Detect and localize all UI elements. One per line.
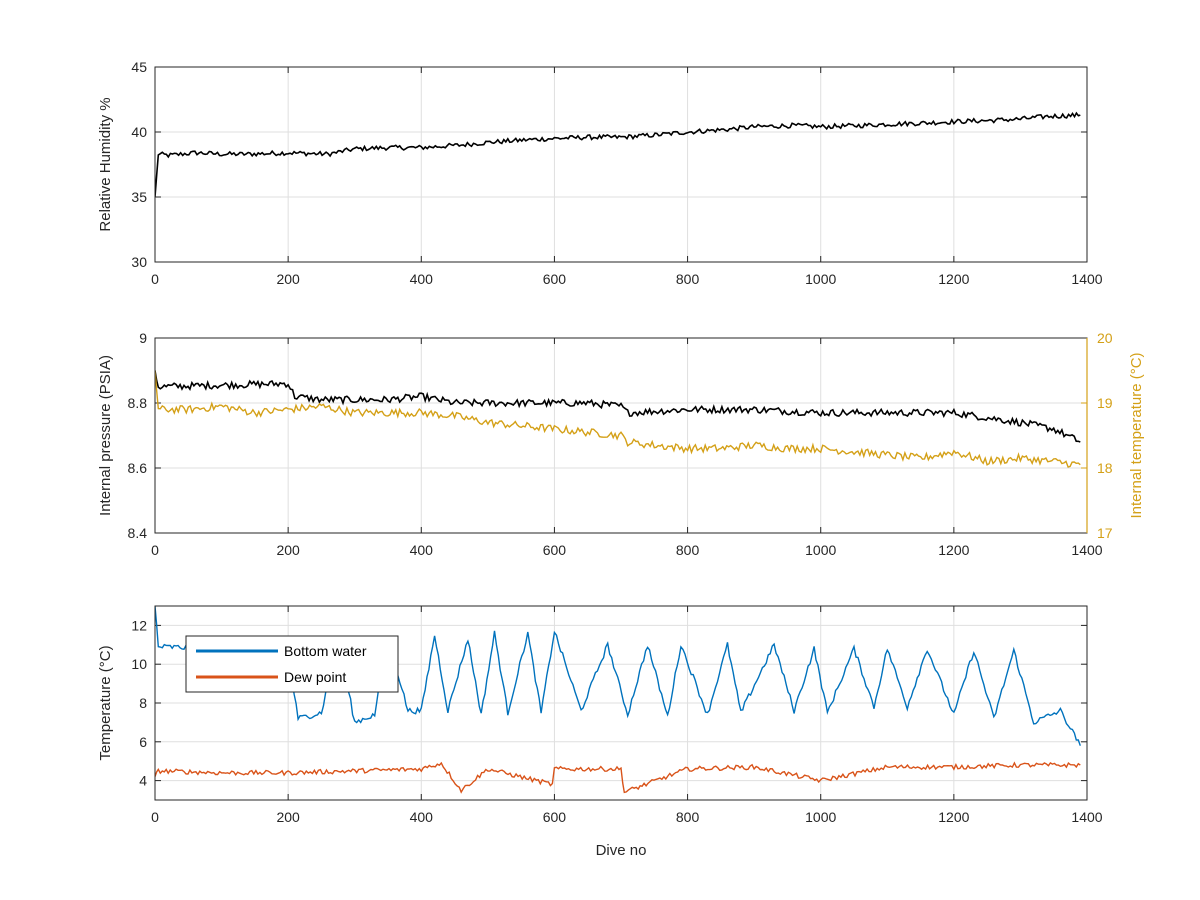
x-tick-label: 0 <box>151 271 159 287</box>
x-tick-label: 1000 <box>805 542 836 558</box>
y-axis-label: Relative Humidity % <box>97 97 114 231</box>
x-tick-label: 400 <box>410 809 434 825</box>
x-tick-label: 800 <box>676 809 700 825</box>
y-tick-label: 9 <box>139 330 147 346</box>
x-tick-label: 1000 <box>805 271 836 287</box>
x-tick-label: 400 <box>410 542 434 558</box>
plot-area <box>155 67 1087 262</box>
y-tick-label: 30 <box>131 254 147 270</box>
x-tick-label: 200 <box>276 271 300 287</box>
x-tick-label: 1200 <box>938 809 969 825</box>
x-tick-label: 800 <box>676 542 700 558</box>
x-tick-label: 1400 <box>1071 271 1102 287</box>
y-tick-label: 8.4 <box>128 525 148 541</box>
y-tick-label: 12 <box>131 617 147 633</box>
legend: Bottom water Dew point <box>185 635 399 693</box>
y-tick-label: 40 <box>131 124 147 140</box>
legend-entry: Dew point <box>284 669 346 685</box>
x-tick-label: 800 <box>676 271 700 287</box>
plot-area <box>155 338 1087 533</box>
x-tick-label: 1200 <box>938 542 969 558</box>
y2-tick-label: 19 <box>1097 395 1113 411</box>
x-tick-label: 1400 <box>1071 809 1102 825</box>
y-tick-label: 10 <box>131 656 147 672</box>
y-tick-label: 4 <box>139 773 147 789</box>
y-tick-label: 6 <box>139 734 147 750</box>
x-tick-label: 1000 <box>805 809 836 825</box>
series-line-internal-pressure <box>155 370 1081 443</box>
x-tick-label: 600 <box>543 809 567 825</box>
x-tick-label: 200 <box>276 809 300 825</box>
axes-2: 0 200 400 600 800 1000 1200 1400 8.4 8.6 8.8 9 17 18 1… <box>97 330 1145 558</box>
x-tick-label: 200 <box>276 542 300 558</box>
y2-tick-label: 18 <box>1097 460 1113 476</box>
y2-axis-label: Internal temperature (°C) <box>1128 352 1145 518</box>
y-tick-label: 8.6 <box>128 460 148 476</box>
x-tick-label: 1400 <box>1071 542 1102 558</box>
y-tick-label: 45 <box>131 59 147 75</box>
y-tick-label: 35 <box>131 189 147 205</box>
axes-frame <box>154 66 1088 263</box>
x-tick-label: 600 <box>543 542 567 558</box>
x-tick-label: 600 <box>543 271 567 287</box>
series-line-dew-point <box>155 761 1081 794</box>
x-axis-label: Dive no <box>596 842 647 859</box>
x-tick-label: 0 <box>151 809 159 825</box>
x-tick-label: 400 <box>410 271 434 287</box>
legend-box <box>185 635 399 693</box>
axes-3: 0 200 400 600 800 1000 1200 1400 4 6 8 10 12 Temperat… <box>97 605 1103 859</box>
y2-tick-label: 17 <box>1097 525 1113 541</box>
series-line-bottom-water <box>155 606 1081 746</box>
axes-frame <box>154 605 1088 801</box>
axes-1: 0 200 400 600 800 1000 1200 1400 30 35 40 45 Relativ… <box>97 59 1103 287</box>
y-tick-label: 8.8 <box>128 395 148 411</box>
legend-entry: Bottom water <box>284 643 367 659</box>
x-tick-label: 0 <box>151 542 159 558</box>
series-line-internal-temperature <box>155 370 1081 468</box>
y-tick-label: 8 <box>139 695 147 711</box>
y2-tick-label: 20 <box>1097 330 1113 346</box>
y-axis-label: Internal pressure (PSIA) <box>97 355 114 516</box>
series-line-relative-humidity <box>155 111 1081 198</box>
x-tick-label: 1200 <box>938 271 969 287</box>
y-axis-label: Temperature (°C) <box>97 645 114 760</box>
